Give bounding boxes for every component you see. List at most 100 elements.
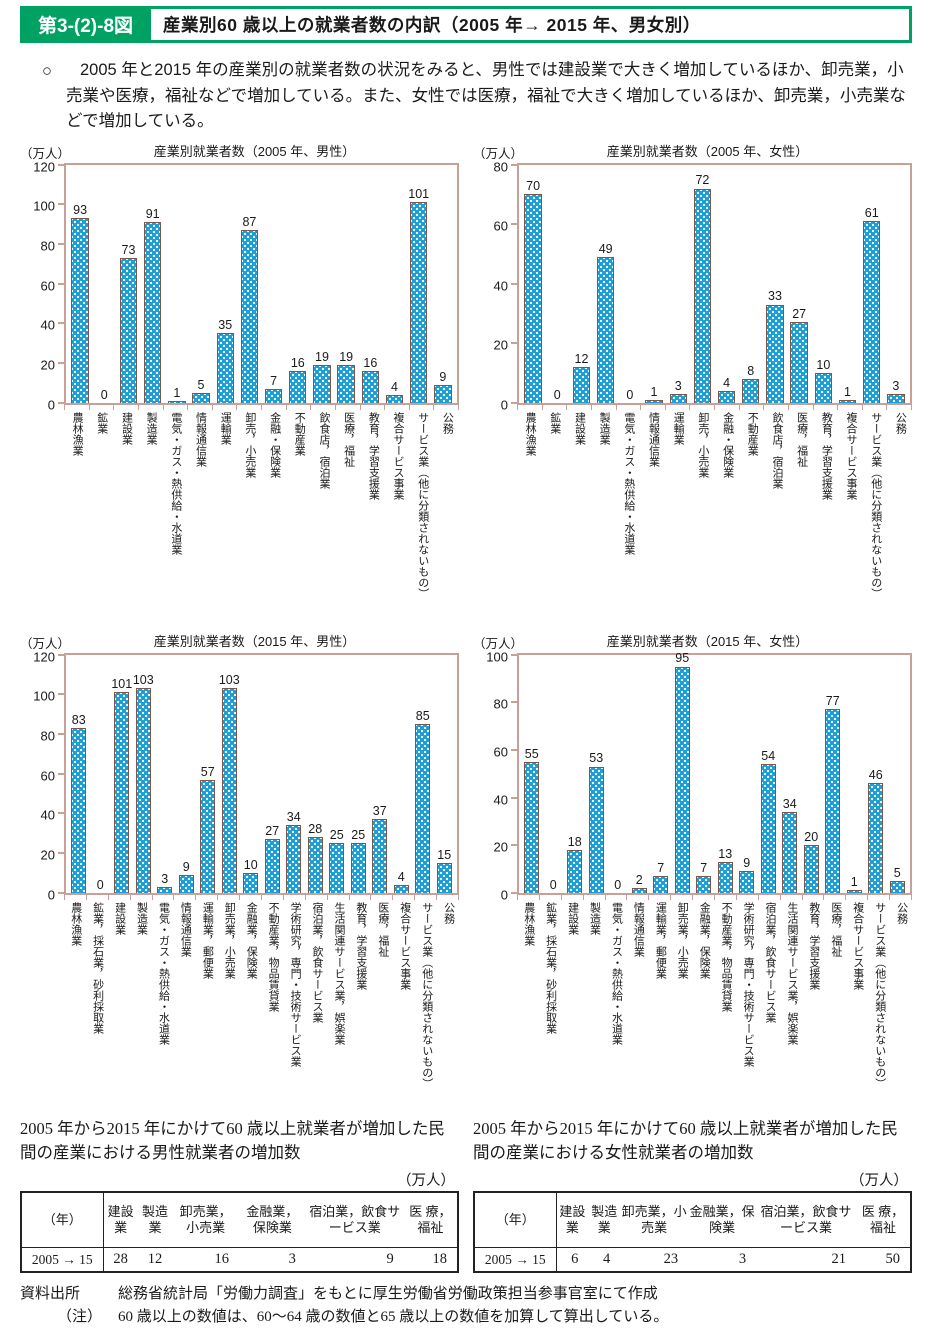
plot-area: 55 0 18 53 0 2 7 95 7 13 9 54 34 20 77 1 46 5 (517, 652, 912, 895)
x-tick (109, 894, 131, 900)
y-tick-label: 100 (33, 688, 55, 704)
y-tick-mark (58, 653, 64, 656)
bar-slot: 0 (607, 877, 629, 893)
bar (887, 393, 905, 403)
y-tick-mark (58, 891, 64, 894)
bar-value-label: 33 (768, 289, 782, 304)
category-cell: 飲食店，宿泊業 (764, 412, 789, 615)
table-head: （年） 建設業 製造業 卸売業，小売業 金融業，保険業 宿泊業，飲食サービス業医 療，福祉 (21, 1191, 458, 1248)
x-tick (737, 894, 759, 900)
male-table-caption: 2005 年から2015 年にかけて60 歳以上就業者が増加した民間の産業におけ… (20, 1118, 445, 1162)
bar (286, 825, 302, 893)
bar-value-label: 7 (700, 860, 708, 875)
category-label: 公務 (894, 411, 907, 434)
bar (631, 887, 647, 893)
x-tick-row (517, 404, 912, 410)
bar-slot: 0 (90, 878, 112, 893)
chart-body: 0 20 40 60 80 70 0 12 49 0 1 3 72 4 8 33 27 10 1 61 3 (473, 160, 912, 411)
column-header: 卸売業，小売業 (179, 1203, 232, 1235)
bar-slot: 0 (92, 387, 116, 403)
bar-slot: 85 (412, 709, 434, 893)
x-tick (114, 404, 139, 410)
value-cell: 3 (288, 1251, 296, 1268)
bar-value-label: 20 (804, 829, 819, 844)
bar-slot: 93 (68, 203, 92, 403)
bar-slot: 4 (382, 380, 406, 403)
x-tick (139, 404, 164, 410)
x-tick (287, 404, 312, 410)
y-axis-unit-label: （万人） (20, 146, 71, 161)
category-cell: 情報通信業 (640, 412, 665, 615)
y-axis: 0 20 40 60 80 (473, 160, 517, 411)
bar-value-label: 55 (524, 746, 539, 761)
y-tick-mark (58, 812, 64, 815)
x-tick (567, 404, 592, 410)
bar-value-label: 0 (614, 877, 622, 892)
bar (361, 370, 380, 403)
y-tick-label: 60 (40, 768, 55, 784)
category-cell: 建設業 (561, 902, 583, 1105)
bar-value-label: 4 (723, 375, 731, 390)
bar (289, 370, 307, 403)
category-cell: 教育，学習支援業 (802, 902, 824, 1105)
bar (216, 333, 234, 403)
category-label: 医療，福祉 (829, 901, 842, 957)
category-label: 卸売業，小売業 (223, 901, 236, 979)
category-cell: 生活関連サービス業，娯楽業 (780, 902, 802, 1105)
category-cell: 宿泊業，飲食サービス業 (758, 902, 780, 1105)
category-label: 卸売，小売業 (243, 411, 256, 478)
bar-value-label: 28 (308, 822, 323, 837)
bar-slot: 16 (358, 356, 382, 403)
category-cell: 不動産業，物品賃貸業 (714, 902, 736, 1105)
bar-value-label: 34 (286, 810, 301, 825)
bar (588, 766, 604, 893)
bar-slot: 3 (884, 379, 908, 403)
x-tick (641, 404, 666, 410)
category-label: 医療，福祉 (795, 411, 808, 467)
bar-slot: 27 (262, 824, 284, 893)
bar (385, 394, 404, 403)
x-tick (824, 894, 847, 900)
category-label: 不動産業，物品賃貸業 (720, 901, 733, 1012)
category-labels-row: 農林漁業 鉱業，採石業，砂利採取業 建設業 製造業 電気・ガス・熱供給・水道業 情報通信業… (517, 900, 912, 1105)
bar (307, 837, 323, 893)
x-tick (890, 894, 913, 900)
x-tick (262, 404, 287, 410)
y-tick-mark (58, 243, 64, 246)
bar-value-label: 9 (182, 859, 190, 874)
figure-number-label: 第3-(2)-8図 (38, 16, 134, 37)
category-cell: 不動産業 (739, 412, 764, 615)
bar-slot: 55 (521, 746, 543, 893)
x-tick (803, 894, 825, 900)
category-cell: 鉱業 (89, 412, 114, 615)
bar (838, 399, 857, 403)
bar (264, 839, 280, 893)
chart-headline: （万人） 産業別就業者数（2005 年、男性） (20, 141, 459, 161)
chart-body: 0 20 40 60 80 100 120 83 0 101 103 3 9 57 103 10 27 34 28 2… (20, 649, 459, 901)
y-tick-mark (511, 282, 517, 285)
bar-value-label: 19 (315, 349, 329, 364)
x-tick (846, 894, 869, 900)
bar-value-label: 0 (100, 387, 108, 402)
bar-value-label: 4 (397, 869, 405, 884)
chart-headline: （万人） 産業別就業者数（2005 年、女性） (473, 141, 912, 161)
category-label: 電気・ガス・熱供給・水道業 (622, 411, 635, 555)
bar (863, 221, 881, 403)
y-tick-mark (58, 852, 64, 855)
bar-value-label: 103 (218, 673, 240, 688)
bar-value-label: 25 (329, 827, 344, 842)
category-label: 教育，学習支援業 (820, 411, 833, 500)
y-tick-mark (511, 653, 517, 656)
y-tick-label: 0 (500, 397, 508, 413)
category-cell: 複合サービス事業 (393, 902, 415, 1105)
bar-slot: 25 (326, 827, 348, 893)
bar-value-label: 27 (792, 307, 807, 322)
category-cell: 教育，学習支援業 (813, 412, 838, 615)
bar-value-label: 10 (816, 357, 831, 372)
y-tick-label: 120 (33, 649, 55, 665)
x-tick (410, 404, 435, 410)
bar-slot: 35 (213, 319, 237, 403)
category-label: 製造業 (588, 901, 601, 935)
female-increase-table: （年） 建設業 製造業 卸売業，小売業 金融業，保険業 宿泊業，飲食サービス業医 療，福祉… (473, 1190, 912, 1274)
bar-slot: 10 (811, 357, 835, 403)
